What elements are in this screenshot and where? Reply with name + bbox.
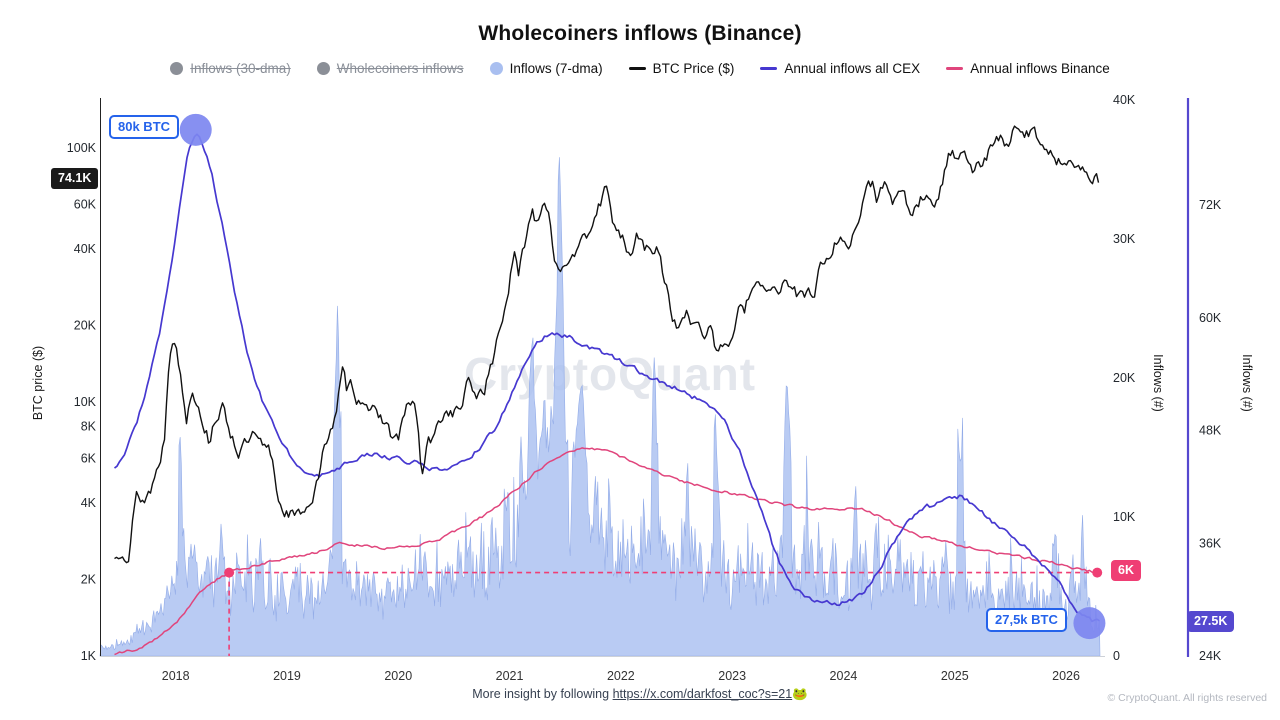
right-inner-axis-title: Inflows (#) xyxy=(1151,354,1165,412)
cex-peak-marker xyxy=(179,113,212,146)
x-axis-tick: 2023 xyxy=(718,669,746,683)
outer-inflows-axis-tick: 60K xyxy=(1199,311,1222,325)
x-axis-tick: 2021 xyxy=(496,669,524,683)
price-axis-tick: 1K xyxy=(81,649,97,663)
inner-inflows-axis-tick: 10K xyxy=(1113,510,1136,524)
legend-line-icon xyxy=(628,67,646,70)
frog-emoji-icon: 🐸 xyxy=(792,687,808,701)
footer-prefix: More insight by following xyxy=(472,687,613,701)
price-axis-tick: 10K xyxy=(74,395,97,409)
price-axis-tick: 2K xyxy=(81,573,97,587)
inner-inflows-axis-tick: 20K xyxy=(1113,371,1136,385)
series-annual-inflows-all-cex-line xyxy=(113,133,1100,623)
outer-inflows-axis-tick: 72K xyxy=(1199,198,1222,212)
legend-item-wholecoiners-inflows[interactable]: Wholecoiners inflows xyxy=(316,61,464,76)
price-axis-tick: 6K xyxy=(81,451,97,465)
x-axis-tick: 2020 xyxy=(384,669,412,683)
x-axis-tick: 2025 xyxy=(941,669,969,683)
inner-inflows-axis-tick: 30K xyxy=(1113,232,1136,246)
binance-current-badge: 6K xyxy=(1111,560,1141,581)
series-inflows-7dma-area xyxy=(99,157,1101,657)
x-axis-tick: 2018 xyxy=(162,669,190,683)
inner-inflows-axis-tick: 40K xyxy=(1113,93,1136,107)
outer-inflows-axis-tick: 48K xyxy=(1199,424,1222,438)
price-current-badge: 74.1K xyxy=(51,168,99,189)
page-title: Wholecoiners inflows (Binance) xyxy=(478,22,802,45)
binance-6k-dot xyxy=(224,567,235,578)
x-axis-tick: 2024 xyxy=(830,669,858,683)
cex-end-marker xyxy=(1073,607,1106,640)
legend-item-inflows-7dma[interactable]: Inflows (7-dma) xyxy=(489,61,603,76)
legend-dot-icon xyxy=(316,62,330,75)
legend-item-annual-inflows-all-cex[interactable]: Annual inflows all CEX xyxy=(760,61,920,76)
price-axis-tick: 60K xyxy=(74,197,97,211)
x-axis-tick: 2022 xyxy=(607,669,635,683)
watermark-text: CryptoQuant xyxy=(464,348,756,400)
legend-label: BTC Price ($) xyxy=(652,61,735,76)
cex-current-badge: 27.5K xyxy=(1187,611,1235,632)
outer-inflows-axis-tick: 24K xyxy=(1199,649,1222,663)
price-axis-tick: 40K xyxy=(74,242,97,256)
legend-dot-icon xyxy=(170,62,184,75)
x-axis-tick: 2019 xyxy=(273,669,301,683)
legend-item-inflows-30dma[interactable]: Inflows (30-dma) xyxy=(170,61,291,76)
legend-label: Annual inflows Binance xyxy=(970,61,1110,76)
price-axis-tick: 4K xyxy=(81,496,97,510)
series-annual-inflows-binance-line xyxy=(114,447,1100,656)
copyright-text: © CryptoQuant. All rights reserved xyxy=(1107,692,1267,704)
x-axis-tick: 2026 xyxy=(1052,669,1080,683)
outer-inflows-axis-tick: 36K xyxy=(1199,536,1222,550)
legend-item-btc-price[interactable]: BTC Price ($) xyxy=(628,61,735,76)
annotation-80k-btc: 80k BTC xyxy=(109,115,180,140)
price-axis-tick: 20K xyxy=(74,319,97,333)
price-axis-tick: 8K xyxy=(81,420,97,434)
annotation-27-5k-btc: 27,5k BTC xyxy=(986,608,1067,633)
footer-note: More insight by following https://x.com/… xyxy=(0,687,1280,702)
legend-label: Annual inflows all CEX xyxy=(784,61,921,76)
price-axis-tick: 100K xyxy=(67,141,97,155)
legend-label: Inflows (30-dma) xyxy=(190,61,291,76)
legend-line-icon xyxy=(760,67,778,70)
left-axis-title: BTC price ($) xyxy=(31,345,45,421)
legend-line-icon xyxy=(946,67,964,70)
inner-inflows-axis-tick: 0 xyxy=(1113,649,1120,663)
right-outer-axis-title: Inflows (#) xyxy=(1240,354,1254,412)
series-btc-price-line xyxy=(114,125,1100,564)
legend-label: Inflows (7-dma) xyxy=(509,61,603,76)
legend-label: Wholecoiners inflows xyxy=(336,61,464,76)
legend: Inflows (30-dma) Wholecoiners inflows In… xyxy=(0,61,1280,76)
legend-item-annual-inflows-binance[interactable]: Annual inflows Binance xyxy=(946,61,1110,76)
binance-6k-dot xyxy=(1092,567,1103,578)
legend-dot-icon xyxy=(489,62,503,75)
footer-link[interactable]: https://x.com/darkfost_coc?s=21 xyxy=(612,687,793,701)
